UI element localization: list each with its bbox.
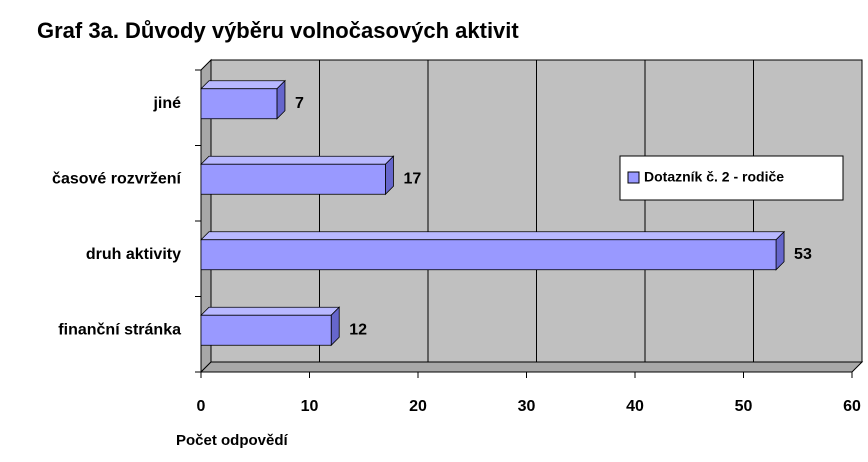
bar — [200, 239, 777, 271]
bar-top — [200, 306, 341, 316]
bar-top — [200, 155, 395, 165]
data-label: 7 — [295, 95, 304, 112]
x-tick-label: 50 — [735, 398, 753, 415]
x-tick-label: 10 — [301, 398, 319, 415]
legend-box — [619, 155, 844, 201]
x-tick-label: 30 — [518, 398, 536, 415]
legend-swatch — [627, 171, 640, 184]
data-label: 12 — [349, 321, 367, 338]
x-tick-label: 0 — [197, 398, 206, 415]
floor — [199, 361, 864, 373]
x-axis-title: Počet odpovědí — [176, 432, 289, 449]
bar-top — [200, 231, 786, 241]
data-label: 53 — [794, 246, 812, 263]
y-tick-label: jiné — [152, 95, 181, 112]
bar-top — [200, 80, 286, 90]
legend-label: Dotazník č. 2 - rodiče — [644, 169, 784, 185]
y-tick-label: finanční stránka — [58, 321, 181, 338]
bar — [200, 314, 332, 346]
chart-title: Graf 3a. Důvody výběru volnočasových akt… — [37, 18, 519, 43]
y-tick-label: časové rozvržení — [52, 170, 182, 187]
x-tick-label: 60 — [843, 398, 861, 415]
x-tick-label: 20 — [409, 398, 427, 415]
bar — [200, 88, 278, 120]
data-label: 17 — [403, 170, 421, 187]
x-tick-label: 40 — [626, 398, 644, 415]
bar — [200, 163, 386, 195]
y-tick-label: druh aktivity — [86, 246, 181, 263]
